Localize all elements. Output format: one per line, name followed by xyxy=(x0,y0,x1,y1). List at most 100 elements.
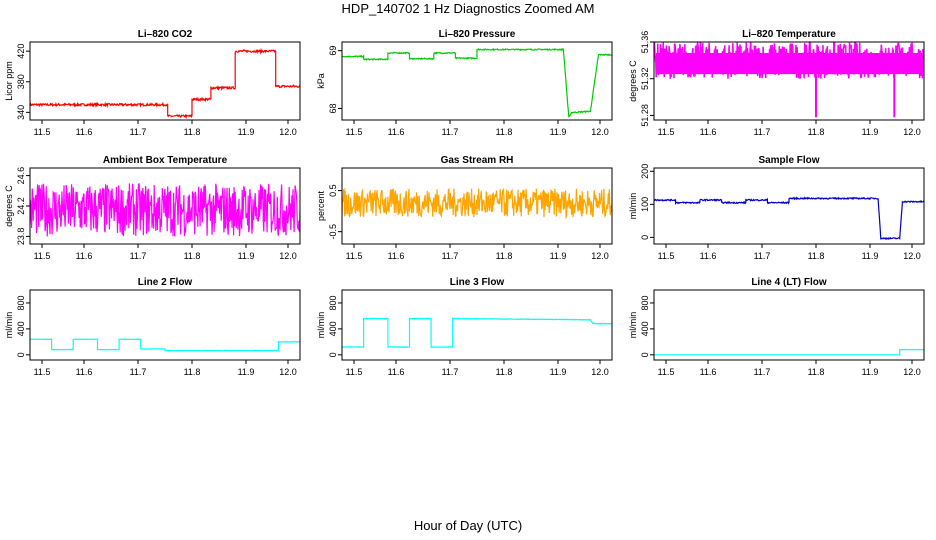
x-tick-label: 11.9 xyxy=(550,127,567,137)
y-tick-label: 23.8 xyxy=(16,228,26,246)
y-axis-label: ml/min xyxy=(316,312,326,339)
x-tick-label: 11.8 xyxy=(496,251,513,261)
x-tick-label: 11.5 xyxy=(34,367,51,377)
x-tick-label: 11.5 xyxy=(658,127,675,137)
y-tick-label: 340 xyxy=(16,105,26,120)
panel-frame xyxy=(29,41,301,121)
panel-title: Sample Flow xyxy=(758,155,819,166)
x-tick-label: 12.0 xyxy=(591,367,609,377)
panel-frame xyxy=(29,289,301,361)
x-tick-label: 11.8 xyxy=(184,251,201,261)
y-tick-label: 51.28 xyxy=(640,104,650,127)
y-axis-label: degrees C xyxy=(628,60,638,102)
x-tick-label: 11.8 xyxy=(808,251,825,261)
panel-title: Li–820 Temperature xyxy=(742,29,836,40)
x-tick-label: 11.9 xyxy=(550,251,567,261)
y-tick-label: 380 xyxy=(16,74,26,89)
x-tick-label: 11.7 xyxy=(130,367,147,377)
x-tick-label: 12.0 xyxy=(591,251,609,261)
panel-2: Li–820 Pressure kPa 11.5 11.6 11.7 11.8 11.9 12… xyxy=(316,29,613,137)
panel-title: Line 2 Flow xyxy=(138,277,193,288)
x-tick-label: 11.6 xyxy=(700,251,717,261)
x-tick-label: 11.7 xyxy=(442,127,459,137)
x-tick-label: 11.8 xyxy=(184,367,201,377)
x-tick-label: 11.7 xyxy=(442,367,459,377)
y-tick-label: 0 xyxy=(328,352,338,357)
x-tick-label: 11.9 xyxy=(238,367,255,377)
x-tick-label: 11.8 xyxy=(496,367,513,377)
y-tick-label: 69 xyxy=(328,46,338,56)
y-axis-label: percent xyxy=(316,190,326,221)
x-tick-label: 11.7 xyxy=(754,367,771,377)
x-tick-label: 11.8 xyxy=(184,127,201,137)
x-tick-label: 11.5 xyxy=(346,127,363,137)
x-tick-label: 12.0 xyxy=(903,127,921,137)
panel-title: Li–820 Pressure xyxy=(439,29,516,40)
x-tick-label: 11.6 xyxy=(700,367,717,377)
x-tick-label: 11.6 xyxy=(700,127,717,137)
y-tick-label: 200 xyxy=(640,164,650,179)
x-tick-label: 11.9 xyxy=(550,367,567,377)
panel-title: Li–820 CO2 xyxy=(138,29,193,40)
x-tick-label: 11.7 xyxy=(130,127,147,137)
x-tick-label: 12.0 xyxy=(591,127,609,137)
y-tick-label: 0 xyxy=(640,235,650,240)
y-tick-label: 0.5 xyxy=(328,184,338,197)
y-axis-label: Licor ppm xyxy=(4,61,14,101)
panel-8: Line 3 Flow ml/min 11.5 11.6 11.7 11.8 11.9 12.… xyxy=(316,277,613,377)
panel-frame xyxy=(341,41,613,121)
x-axis-label: Hour of Day (UTC) xyxy=(413,518,523,533)
y-tick-label: -0.5 xyxy=(328,224,338,240)
x-tick-label: 11.6 xyxy=(76,251,93,261)
x-tick-label: 11.5 xyxy=(346,367,363,377)
x-tick-label: 11.5 xyxy=(658,251,675,261)
panel-5: Gas Stream RH percent 11.5 11.6 11.7 11.8 11.9… xyxy=(316,155,613,261)
y-axis-label: ml/min xyxy=(4,312,14,339)
y-tick-label: 420 xyxy=(16,44,26,59)
series-band xyxy=(656,53,922,75)
y-tick-label: 800 xyxy=(328,295,338,310)
y-axis-label: ml/min xyxy=(628,312,638,339)
panel-frame xyxy=(653,289,925,361)
y-axis-label: degrees C xyxy=(4,185,14,227)
series-line xyxy=(30,47,300,120)
x-tick-label: 11.9 xyxy=(862,127,879,137)
panel-3: Li–820 Temperature degrees C 11.5 11.6 11.7 1… xyxy=(628,29,925,137)
y-tick-label: 100 xyxy=(640,197,650,212)
panel-9: Line 4 (LT) Flow ml/min 11.5 11.6 11.7 11.8 11… xyxy=(628,277,925,377)
y-tick-label: 400 xyxy=(16,321,26,336)
series-line xyxy=(342,317,612,349)
panel-title: Line 3 Flow xyxy=(450,277,505,288)
x-tick-label: 11.6 xyxy=(388,367,405,377)
panel-title: Line 4 (LT) Flow xyxy=(751,277,827,288)
x-tick-label: 11.9 xyxy=(238,127,255,137)
y-axis-label: kPa xyxy=(316,73,326,89)
y-tick-label: 51.36 xyxy=(640,31,650,54)
panel-7: Line 2 Flow ml/min 11.5 11.6 11.7 11.8 11.9 12.… xyxy=(4,277,301,377)
x-tick-label: 11.5 xyxy=(346,251,363,261)
x-tick-label: 12.0 xyxy=(279,251,297,261)
figure-title: HDP_140702 1 Hz Diagnostics Zoomed AM xyxy=(341,1,595,16)
series-line xyxy=(654,349,924,356)
x-tick-label: 11.6 xyxy=(388,251,405,261)
series-line xyxy=(654,196,924,241)
x-tick-label: 11.8 xyxy=(808,127,825,137)
panel-6: Sample Flow ml/min 11.5 11.6 11.7 11.8 11.9 12.… xyxy=(628,155,925,261)
series-line xyxy=(30,338,300,352)
y-tick-label: 800 xyxy=(16,295,26,310)
y-tick-label: 400 xyxy=(328,321,338,336)
y-tick-label: 24.6 xyxy=(16,167,26,185)
x-tick-label: 11.8 xyxy=(808,367,825,377)
panel-frame xyxy=(653,167,925,245)
y-tick-label: 800 xyxy=(640,295,650,310)
y-tick-label: 68 xyxy=(328,103,338,113)
y-tick-label: 51.32 xyxy=(640,67,650,90)
series-line xyxy=(30,183,300,237)
x-tick-label: 12.0 xyxy=(903,367,921,377)
x-tick-label: 11.5 xyxy=(34,251,51,261)
panel-4: Ambient Box Temperature degrees C 11.5 11.6… xyxy=(4,155,301,261)
y-axis-label: ml/min xyxy=(628,193,638,220)
panel-frame xyxy=(341,167,613,245)
x-tick-label: 11.7 xyxy=(442,251,459,261)
series-line xyxy=(342,47,612,118)
